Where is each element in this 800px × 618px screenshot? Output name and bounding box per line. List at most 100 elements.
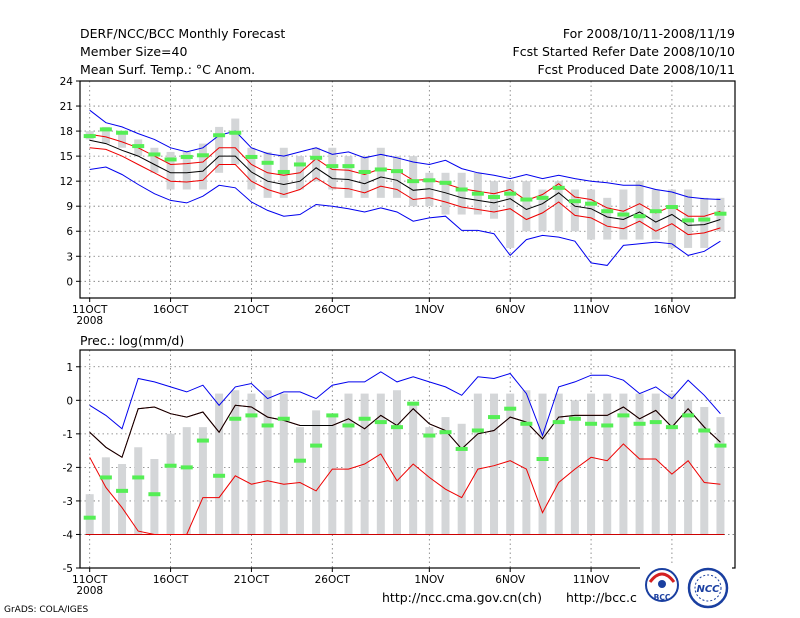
xtick-label-1-6: 11NOV (573, 574, 610, 586)
box-1-18 (376, 393, 385, 535)
prec-panel-title: Prec.: log(mm/d) (80, 333, 184, 348)
median-marker-0-33 (617, 212, 630, 217)
median-marker-1-37 (682, 413, 695, 418)
median-marker-0-27 (520, 197, 533, 202)
median-marker-1-34 (633, 421, 646, 426)
box-1-26 (506, 393, 515, 535)
grads-credit: GrADS: COLA/IGES (4, 605, 88, 615)
box-1-28 (538, 393, 547, 535)
max-line-1 (89, 371, 721, 437)
box-1-15 (328, 413, 337, 535)
median-marker-0-11 (261, 160, 274, 165)
box-1-3 (134, 447, 143, 535)
ncc-logo-text: NCC (696, 584, 720, 595)
box-1-32 (603, 393, 612, 535)
box-0-17 (360, 156, 369, 198)
box-0-22 (441, 172, 450, 215)
url-ncc[interactable]: http://ncc.cma.gov.cn(ch) (382, 590, 542, 605)
box-0-19 (392, 156, 401, 198)
median-marker-0-6 (180, 154, 193, 159)
box-1-24 (473, 393, 482, 535)
median-marker-0-12 (277, 169, 290, 174)
median-marker-0-21 (423, 178, 436, 183)
median-marker-1-25 (488, 415, 501, 420)
ytick-label-0-7: 21 (60, 101, 73, 113)
median-marker-1-6 (180, 465, 193, 470)
median-marker-1-9 (229, 416, 242, 421)
spread-low-line-0 (89, 147, 721, 236)
xtick-label-0-3: 26OCT (315, 304, 351, 316)
median-marker-0-7 (196, 153, 209, 158)
box-1-38 (700, 407, 709, 535)
median-marker-0-26 (504, 191, 517, 196)
median-marker-1-15 (326, 413, 339, 418)
bcc-logo: BCC (640, 566, 686, 610)
median-marker-1-8 (213, 473, 226, 478)
xtick-label-1-3: 26OCT (315, 574, 351, 586)
ytick-label-0-8: 24 (60, 76, 74, 88)
ytick-label-1-6: 1 (66, 362, 73, 374)
box-0-2 (118, 131, 127, 148)
median-marker-1-33 (617, 413, 630, 418)
box-0-31 (587, 189, 596, 240)
median-marker-1-20 (407, 401, 420, 406)
box-1-20 (409, 403, 418, 535)
ytick-label-1-4: -1 (63, 429, 73, 441)
median-marker-1-13 (293, 458, 306, 463)
box-1-23 (457, 423, 466, 535)
ytick-label-1-3: -2 (63, 462, 73, 474)
median-marker-1-3 (132, 475, 145, 480)
ncc-logo-ring (687, 567, 729, 609)
box-0-30 (570, 189, 579, 232)
year-label-1: 2008 (76, 585, 103, 597)
median-marker-0-28 (536, 195, 549, 200)
ytick-label-0-0: 0 (66, 276, 73, 288)
median-marker-0-29 (552, 185, 565, 190)
url-bcc[interactable]: http://bcc.c (566, 590, 637, 605)
ytick-label-0-5: 15 (60, 151, 73, 163)
spread-low-line-1 (89, 443, 721, 535)
bcc-logo-dot (658, 580, 666, 588)
median-marker-0-5 (164, 157, 177, 162)
box-1-37 (684, 400, 693, 535)
ncc-logo-bg (684, 566, 732, 610)
xtick-label-0-6: 11NOV (573, 304, 610, 316)
box-0-6 (182, 151, 191, 190)
forecast-start-date: Fcst Started Refer Date 2008/10/10 (513, 44, 736, 59)
xtick-label-1-4: 1NOV (414, 574, 445, 586)
box-1-27 (522, 390, 531, 535)
box-1-5 (166, 433, 175, 535)
median-marker-0-37 (682, 218, 695, 223)
median-marker-1-36 (665, 425, 678, 430)
median-marker-0-15 (326, 164, 339, 169)
median-marker-0-3 (132, 144, 145, 149)
median-marker-1-30 (568, 416, 581, 421)
median-marker-0-4 (148, 152, 161, 157)
box-1-29 (554, 393, 563, 535)
median-marker-1-14 (310, 443, 323, 448)
box-0-21 (425, 172, 434, 207)
xtick-label-1-0: 11OCT (72, 574, 108, 586)
ncc-logo: NCC (684, 566, 732, 610)
figure-title: DERF/NCC/BCC Monthly Forecast (80, 26, 285, 41)
median-marker-0-35 (649, 209, 662, 214)
box-0-14 (312, 147, 321, 182)
box-0-8 (215, 126, 224, 173)
box-1-25 (490, 393, 499, 535)
median-marker-0-32 (601, 209, 614, 214)
box-0-27 (522, 181, 531, 232)
plot-frame-0 (79, 80, 736, 299)
median-marker-0-0 (83, 134, 96, 139)
ens-mean-line-0 (89, 139, 721, 226)
median-marker-0-14 (310, 155, 323, 160)
median-marker-0-10 (245, 154, 258, 159)
box-0-16 (344, 156, 353, 198)
box-0-18 (376, 147, 385, 198)
median-marker-0-34 (633, 214, 646, 219)
median-marker-1-19 (390, 425, 403, 430)
xtick-label-0-0: 11OCT (72, 304, 108, 316)
median-marker-1-16 (342, 423, 355, 428)
box-1-21 (425, 427, 434, 535)
ytick-label-1-5: 0 (66, 395, 73, 407)
box-0-38 (700, 197, 709, 248)
